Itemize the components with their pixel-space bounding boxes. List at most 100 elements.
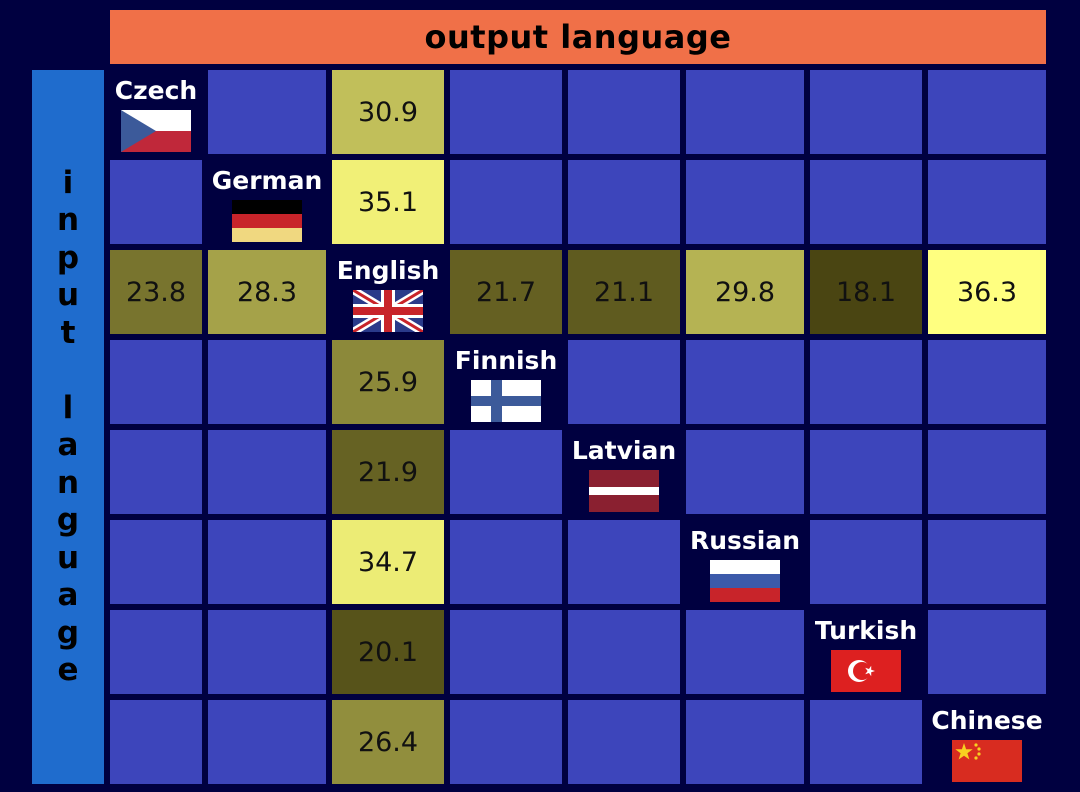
score-cell: 21.7 bbox=[450, 250, 562, 334]
empty-cell bbox=[110, 340, 202, 424]
empty-cell bbox=[810, 430, 922, 514]
empty-cell bbox=[450, 70, 562, 154]
german-flag-icon bbox=[232, 200, 302, 242]
score-value: 20.1 bbox=[357, 636, 419, 668]
chinese-flag-icon bbox=[952, 740, 1022, 782]
score-cell: 34.7 bbox=[332, 520, 444, 604]
empty-cell bbox=[928, 430, 1046, 514]
label-gap bbox=[57, 352, 79, 390]
language-cell-russian: Russian bbox=[686, 520, 804, 604]
language-name: Russian bbox=[689, 526, 801, 555]
empty-cell bbox=[810, 160, 922, 244]
score-value: 34.7 bbox=[357, 546, 419, 578]
czech-flag-icon bbox=[121, 110, 191, 152]
empty-cell bbox=[568, 700, 680, 784]
empty-cell bbox=[928, 70, 1046, 154]
empty-cell bbox=[208, 520, 326, 604]
empty-cell bbox=[928, 520, 1046, 604]
empty-cell bbox=[110, 700, 202, 784]
empty-cell bbox=[450, 160, 562, 244]
empty-cell bbox=[928, 610, 1046, 694]
empty-cell bbox=[450, 430, 562, 514]
empty-cell bbox=[686, 340, 804, 424]
language-cell-finnish: Finnish bbox=[450, 340, 562, 424]
empty-cell bbox=[686, 430, 804, 514]
label-char: n bbox=[56, 464, 80, 501]
score-cell: 21.9 bbox=[332, 430, 444, 514]
score-value: 21.1 bbox=[593, 276, 655, 308]
label-char: g bbox=[56, 502, 80, 538]
score-cell: 21.1 bbox=[568, 250, 680, 334]
empty-cell bbox=[568, 160, 680, 244]
score-cell: 26.4 bbox=[332, 700, 444, 784]
label-char: n bbox=[56, 202, 80, 238]
empty-cell bbox=[568, 610, 680, 694]
empty-cell bbox=[110, 520, 202, 604]
uk-flag-icon bbox=[353, 290, 423, 332]
score-cell: 18.1 bbox=[810, 250, 922, 334]
score-cell: 30.9 bbox=[332, 70, 444, 154]
label-char: a bbox=[57, 577, 79, 613]
empty-cell bbox=[810, 340, 922, 424]
score-value: 28.3 bbox=[236, 276, 298, 308]
empty-cell bbox=[450, 610, 562, 694]
score-value: 25.9 bbox=[357, 366, 419, 398]
score-cell: 35.1 bbox=[332, 160, 444, 244]
language-cell-english: English bbox=[332, 250, 444, 334]
score-value: 21.7 bbox=[475, 276, 537, 308]
language-cell-turkish: Turkish bbox=[810, 610, 922, 694]
label-char: t bbox=[60, 314, 76, 351]
russian-flag-icon bbox=[710, 560, 780, 602]
score-cell: 28.3 bbox=[208, 250, 326, 334]
empty-cell bbox=[110, 610, 202, 694]
empty-cell bbox=[686, 70, 804, 154]
language-name: Turkish bbox=[814, 616, 918, 645]
empty-cell bbox=[810, 700, 922, 784]
empty-cell bbox=[568, 340, 680, 424]
language-name: Latvian bbox=[571, 436, 677, 465]
empty-cell bbox=[208, 430, 326, 514]
label-char: u bbox=[56, 277, 80, 313]
score-cell: 36.3 bbox=[928, 250, 1046, 334]
empty-cell bbox=[928, 160, 1046, 244]
language-cell-latvian: Latvian bbox=[568, 430, 680, 514]
output-language-label: output language bbox=[424, 18, 732, 56]
label-char: u bbox=[56, 539, 80, 576]
score-value: 26.4 bbox=[357, 726, 419, 758]
score-value: 23.8 bbox=[125, 276, 187, 308]
label-char: i bbox=[62, 164, 74, 201]
language-name: Czech bbox=[114, 76, 198, 105]
empty-cell bbox=[928, 340, 1046, 424]
language-name: Finnish bbox=[454, 346, 558, 375]
score-value: 18.1 bbox=[835, 276, 897, 308]
language-name: Chinese bbox=[931, 706, 1043, 735]
score-value: 36.3 bbox=[956, 276, 1018, 308]
translation-score-grid: Czech 30.9 German 35.1 23.8 28.3 English 21.7 21… bbox=[110, 70, 1046, 784]
score-cell: 29.8 bbox=[686, 250, 804, 334]
empty-cell bbox=[686, 160, 804, 244]
empty-cell bbox=[208, 70, 326, 154]
label-char: l bbox=[62, 389, 74, 426]
empty-cell bbox=[450, 700, 562, 784]
score-value: 21.9 bbox=[357, 456, 419, 488]
score-value: 29.8 bbox=[714, 276, 776, 308]
score-cell: 25.9 bbox=[332, 340, 444, 424]
empty-cell bbox=[568, 520, 680, 604]
language-name: English bbox=[336, 256, 440, 285]
empty-cell bbox=[208, 700, 326, 784]
language-cell-chinese: Chinese bbox=[928, 700, 1046, 784]
score-value: 35.1 bbox=[357, 186, 419, 218]
output-language-header: output language bbox=[110, 10, 1046, 64]
empty-cell bbox=[686, 610, 804, 694]
label-char: p bbox=[56, 239, 80, 276]
label-char: a bbox=[57, 427, 79, 463]
empty-cell bbox=[686, 700, 804, 784]
latvian-flag-icon bbox=[589, 470, 659, 512]
language-cell-german: German bbox=[208, 160, 326, 244]
empty-cell bbox=[810, 70, 922, 154]
empty-cell bbox=[810, 520, 922, 604]
empty-cell bbox=[208, 610, 326, 694]
label-char: e bbox=[57, 652, 79, 688]
